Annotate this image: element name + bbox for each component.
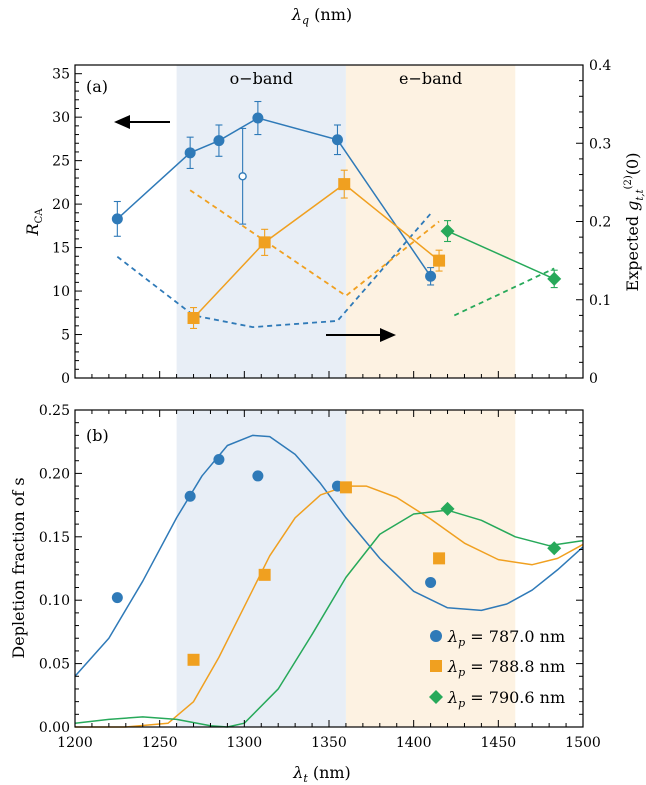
depletion-point-orange (339, 481, 352, 494)
rca-point-blue (252, 112, 264, 124)
depletion-point-green (440, 501, 455, 516)
left-tick-label-a: 20 (52, 197, 70, 213)
right-axis-arrow (326, 328, 396, 342)
left-axis-arrow (114, 115, 170, 129)
depletion-point-blue (213, 453, 225, 465)
depletion-point-blue (184, 490, 196, 502)
left-tick-label-b: 0.25 (39, 403, 70, 419)
left-tick-label-a: 25 (52, 154, 70, 170)
left-tick-label-b: 0.05 (39, 657, 70, 673)
panel-a: 9209008808608408208000510152025303500.10… (23, 5, 646, 387)
panel-b-series (74, 434, 584, 728)
legend-marker-green (429, 690, 443, 704)
depletion-point-orange (433, 552, 446, 565)
rca-point-blue (331, 134, 343, 146)
legend-label-blue: λp = 787.0 nm (447, 627, 565, 649)
oband-shade-a (176, 65, 346, 378)
rca-point-blue (425, 270, 437, 282)
eband-shade-a (345, 65, 516, 378)
depletion-point-orange (258, 568, 271, 581)
rca-point-blue (184, 147, 196, 159)
left-axis-title-b: Depletion fraction of s (9, 477, 28, 658)
legend-label-orange: λp = 788.8 nm (447, 657, 565, 679)
bottom-tick-label: 1500 (565, 735, 601, 751)
bottom-tick-label: 1450 (481, 735, 517, 751)
depletion-point-blue (111, 592, 123, 604)
left-tick-label-a: 10 (52, 284, 70, 300)
rca-point-blue (238, 172, 247, 181)
bottom-tick-label: 1400 (396, 735, 432, 751)
fit-curve-green (74, 509, 584, 728)
right-tick-label-a: 0.1 (589, 293, 611, 309)
bottom-tick-label: 1350 (311, 735, 347, 751)
legend-item-blue: λp = 787.0 nm (430, 627, 565, 649)
oband-shade-b (176, 410, 346, 727)
rca-green-line (447, 230, 555, 280)
rca-point-green (440, 224, 455, 239)
eband-shade-b (345, 410, 516, 727)
right-tick-label-a: 0.4 (589, 58, 611, 74)
bottom-tick-label: 1300 (227, 735, 263, 751)
left-tick-label-b: 0.10 (39, 593, 70, 609)
rca-point-orange (258, 236, 271, 249)
fit-curve-blue (74, 434, 584, 677)
right-tick-label-a: 0.3 (589, 136, 611, 152)
rca-point-blue (213, 135, 225, 147)
top-axis-title: λq (nm) (291, 5, 352, 27)
left-tick-label-a: 35 (52, 67, 70, 83)
panel-a-series (111, 100, 562, 329)
left-tick-label-b: 0.00 (39, 720, 70, 736)
rca-point-orange (187, 312, 200, 325)
left-tick-label-b: 0.20 (39, 466, 70, 482)
right-axis-title-a: Expected gt,t(2)(0) (623, 153, 646, 292)
panel-b-label: (b) (86, 426, 109, 445)
legend-label-green: λp = 790.6 nm (447, 688, 565, 710)
rca-point-green (547, 271, 562, 286)
expected-g2-blue-line (116, 213, 432, 329)
depletion-point-orange (187, 653, 200, 666)
bottom-tick-label: 1200 (57, 735, 93, 751)
oband-label: o−band (230, 69, 293, 88)
depletion-point-green (547, 541, 562, 556)
left-tick-label-a: 15 (52, 241, 70, 257)
depletion-point-blue (425, 576, 437, 588)
bottom-axis-title: λt (nm) (292, 763, 351, 785)
depletion-point-blue (252, 470, 264, 482)
legend-marker-orange (430, 660, 442, 672)
left-tick-label-a: 30 (52, 110, 70, 126)
left-tick-label-a: 0 (61, 371, 70, 387)
legend: λp = 787.0 nm λp = 788.8 nm λp = 790.6 n… (429, 627, 565, 710)
left-tick-label-a: 5 (61, 328, 70, 344)
expected-g2-green-line (453, 267, 555, 317)
panel-b-axes: 1200 1250 1300 1350 1400 1450 1500 0.00 0.05 0.10… (39, 403, 601, 751)
right-tick-label-a: 0 (589, 371, 598, 387)
eband-label: e−band (399, 69, 462, 88)
fit-curve-orange (75, 485, 584, 728)
right-tick-label-a: 0.2 (589, 215, 611, 231)
panel-a-axes: 9209008808608408208000510152025303500.10… (52, 58, 611, 387)
rca-point-orange (338, 178, 351, 191)
legend-item-green: λp = 790.6 nm (429, 688, 565, 710)
rca-blue-line (116, 117, 432, 277)
legend-item-orange: λp = 788.8 nm (430, 657, 565, 679)
panel-a-label: (a) (86, 77, 108, 96)
bottom-tick-label: 1250 (142, 735, 178, 751)
rca-point-orange (433, 254, 446, 267)
rca-point-blue (111, 213, 123, 225)
left-tick-label-b: 0.15 (39, 530, 70, 546)
rca-orange-line (192, 183, 440, 319)
legend-marker-blue (430, 630, 442, 642)
panel-b: 1200 1250 1300 1350 1400 1450 1500 0.00 0.05 0.10… (9, 403, 601, 785)
left-axis-title-a: RCA (23, 208, 45, 237)
